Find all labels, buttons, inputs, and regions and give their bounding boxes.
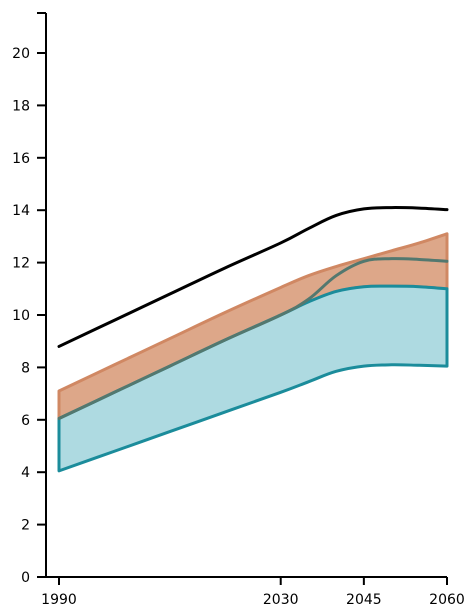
y-tick-label: 6 <box>21 413 30 429</box>
x-tick-label: 1990 <box>41 592 77 608</box>
y-tick-label: 18 <box>12 98 30 114</box>
x-ticks: 1990 2030 2045 2060 <box>41 577 465 608</box>
y-tick-label: 14 <box>12 203 30 219</box>
y-tick-label: 20 <box>12 46 30 62</box>
y-ticks: 0 2 4 6 8 10 12 14 16 18 20 <box>12 12 46 586</box>
x-tick-label: 2060 <box>429 592 465 608</box>
x-tick-label: 2030 <box>263 592 299 608</box>
y-tick-label: 8 <box>21 360 30 376</box>
y-tick-label: 0 <box>21 570 30 586</box>
y-tick-label: 10 <box>12 308 30 324</box>
x-tick-label: 2045 <box>346 592 382 608</box>
axes: 0 2 4 6 8 10 12 14 16 18 20 1990 2030 2045 2060 <box>12 12 465 608</box>
y-tick-label: 4 <box>21 465 30 481</box>
series-line-3 <box>57 257 449 420</box>
y-tick-label: 2 <box>21 518 30 534</box>
y-tick-label: 12 <box>12 256 30 272</box>
y-tick-label: 16 <box>12 151 30 167</box>
plot-area <box>57 206 449 473</box>
series-line-0 <box>57 206 449 348</box>
